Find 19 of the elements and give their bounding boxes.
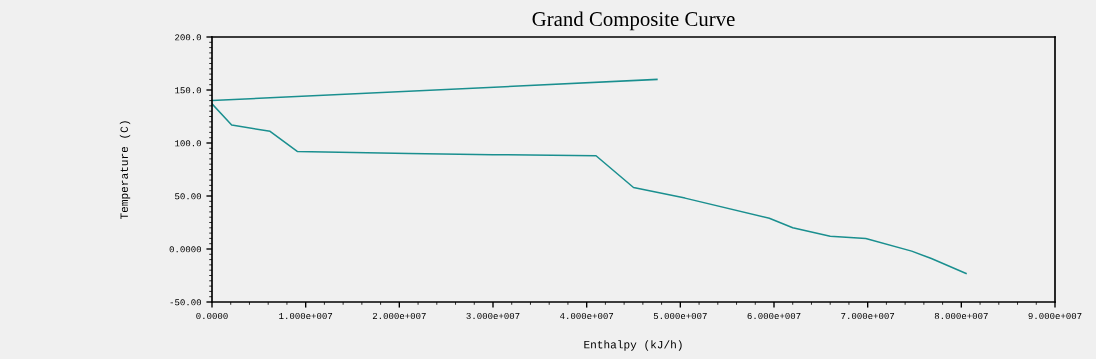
x-tick-label: 5.000e+007 [653, 312, 707, 320]
y-tick-label: 150.0 [175, 87, 202, 94]
y-tick-label: 100.0 [175, 140, 202, 147]
y-tick-label: 50.00 [175, 193, 202, 200]
y-tick-label: 0.0000 [169, 246, 202, 253]
y-axis-title: Temperature (C) [119, 121, 131, 220]
y-tick-label: 200.0 [175, 34, 202, 41]
x-axis-title: Enthalpy (kJ/h) [584, 340, 682, 351]
x-tick-label: 2.000e+007 [372, 312, 426, 320]
x-tick-label: 9.000e+007 [1028, 312, 1082, 320]
x-tick-label: 0.0000 [196, 312, 228, 320]
x-tick-label: 8.000e+007 [934, 312, 988, 320]
y-tick-label: -50.00 [170, 299, 202, 306]
x-tick-label: 7.000e+007 [841, 312, 895, 320]
x-tick-label: 1.000e+007 [279, 312, 333, 320]
chart-title: Grand Composite Curve [532, 11, 735, 31]
x-tick-label: 4.000e+007 [560, 312, 614, 320]
x-tick-label: 3.000e+007 [466, 312, 520, 320]
x-tick-label: 6.000e+007 [747, 312, 801, 320]
